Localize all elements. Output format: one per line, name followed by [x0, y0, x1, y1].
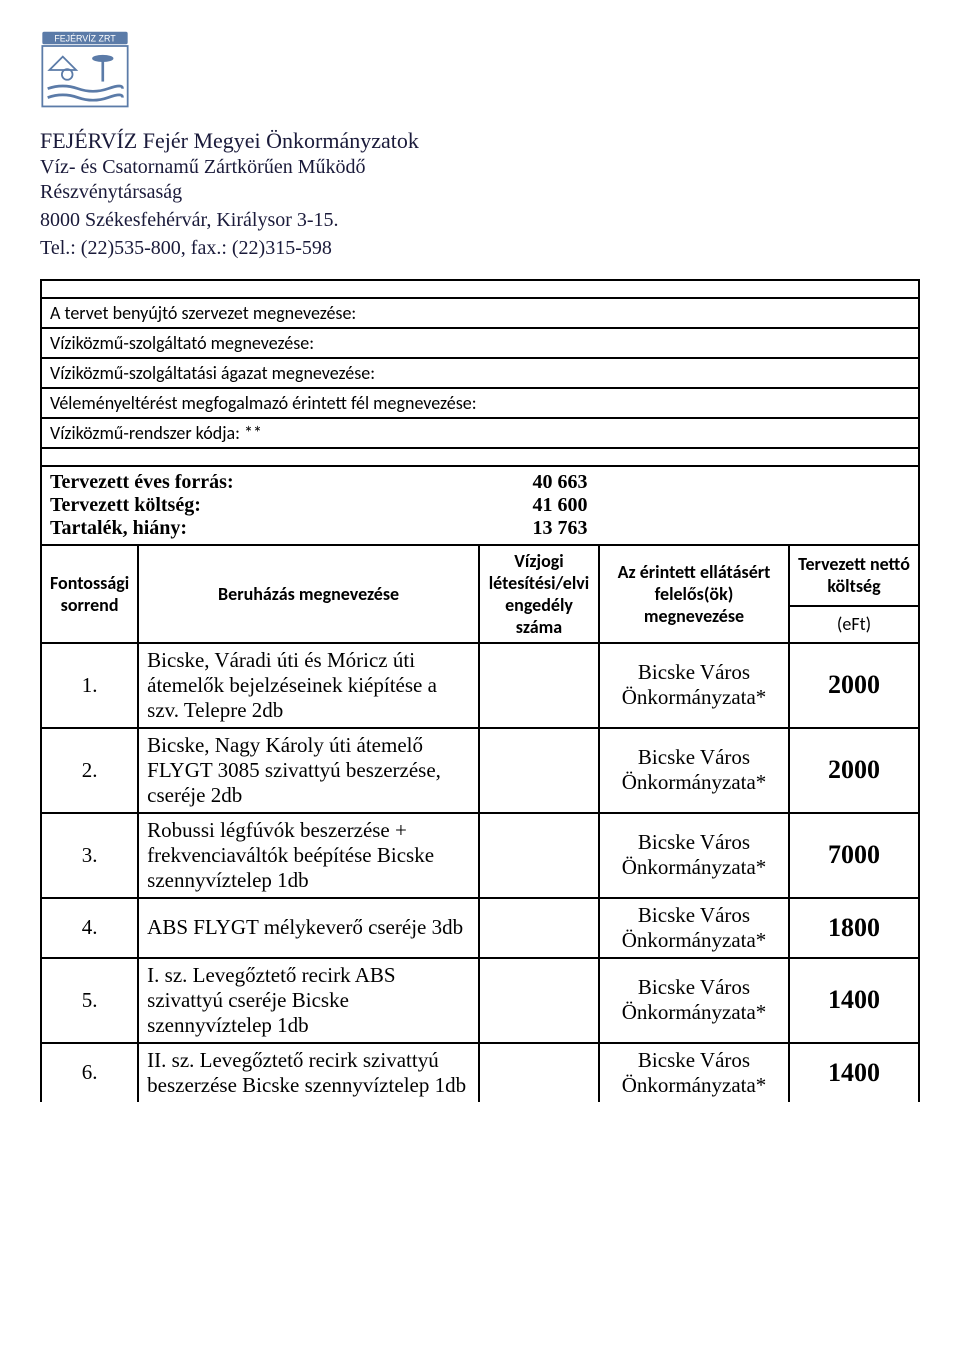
row-cost: 2000 — [789, 728, 919, 813]
meta-provider: Víziközmű-szolgáltató megnevezése: — [41, 328, 919, 358]
letterhead: FEJÉRVÍZ ZRT FEJÉRVÍZ Fejér Megyei Önkor… — [40, 30, 920, 261]
col-header-cost: Tervezett nettó költség — [789, 545, 919, 607]
summary-reserve-value: 13 763 — [470, 517, 650, 540]
company-name-line3: Részvénytársaság — [40, 180, 920, 205]
row-cost: 1400 — [789, 1043, 919, 1102]
row-description: Bicske, Nagy Károly úti átemelő FLYGT 30… — [138, 728, 479, 813]
row-description: II. sz. Levegőztető recirk szivattyú bes… — [138, 1043, 479, 1102]
summary-block: Tervezett éves forrás: 40 663 Tervezett … — [41, 466, 919, 545]
row-number: 4. — [41, 898, 138, 958]
company-name-line1: FEJÉRVÍZ Fejér Megyei Önkormányzatok — [40, 127, 920, 155]
company-contact: Tel.: (22)535-800, fax.: (22)315-598 — [40, 235, 920, 261]
row-permit — [479, 958, 599, 1043]
row-permit — [479, 813, 599, 898]
col-header-responsible: Az érintett ellátásért felelős(ök) megne… — [599, 545, 789, 643]
row-responsible: Bicske Város Önkormányzata* — [599, 1043, 789, 1102]
table-row: 1.Bicske, Váradi úti és Móricz úti áteme… — [41, 643, 919, 728]
col-header-permit: Vízjogi létesítési/elvi engedély száma — [479, 545, 599, 643]
row-cost: 2000 — [789, 643, 919, 728]
row-description: Bicske, Váradi úti és Móricz úti átemelő… — [138, 643, 479, 728]
row-cost: 1800 — [789, 898, 919, 958]
main-table: A tervet benyújtó szervezet megnevezése:… — [40, 279, 920, 1102]
summary-reserve-label: Tartalék, hiány: — [50, 517, 470, 540]
meta-submitter: A tervet benyújtó szervezet megnevezése: — [41, 298, 919, 328]
row-permit — [479, 728, 599, 813]
row-responsible: Bicske Város Önkormányzata* — [599, 813, 789, 898]
summary-source-value: 40 663 — [470, 471, 650, 494]
row-responsible: Bicske Város Önkormányzata* — [599, 958, 789, 1043]
row-responsible: Bicske Város Önkormányzata* — [599, 643, 789, 728]
row-permit — [479, 1043, 599, 1102]
summary-cost-value: 41 600 — [470, 494, 650, 517]
row-number: 5. — [41, 958, 138, 1043]
row-description: ABS FLYGT mélykeverő cseréje 3db — [138, 898, 479, 958]
row-number: 6. — [41, 1043, 138, 1102]
meta-dissent: Véleményeltérést megfogalmazó érintett f… — [41, 388, 919, 418]
row-description: Robussi légfúvók beszerzése + frekvencia… — [138, 813, 479, 898]
table-row: 5.I. sz. Levegőztető recirk ABS szivatty… — [41, 958, 919, 1043]
table-row: 2.Bicske, Nagy Károly úti átemelő FLYGT … — [41, 728, 919, 813]
col-header-priority: Fontossági sorrend — [41, 545, 138, 643]
col-header-investment: Beruházás megnevezése — [138, 545, 479, 643]
table-row: 4.ABS FLYGT mélykeverő cseréje 3db Bicske… — [41, 898, 919, 958]
table-row: 3.Robussi légfúvók beszerzése + frekvenc… — [41, 813, 919, 898]
row-number: 1. — [41, 643, 138, 728]
spacer — [41, 280, 919, 298]
row-number: 3. — [41, 813, 138, 898]
row-responsible: Bicske Város Önkormányzata* — [599, 898, 789, 958]
row-cost: 7000 — [789, 813, 919, 898]
meta-sector: Víziközmű-szolgáltatási ágazat megnevezé… — [41, 358, 919, 388]
company-address: 8000 Székesfehérvár, Királysor 3-15. — [40, 207, 920, 233]
logo-text: FEJÉRVÍZ ZRT — [54, 34, 116, 44]
summary-cost-label: Tervezett költség: — [50, 494, 470, 517]
meta-system-code: Víziközmű-rendszer kódja: ** — [41, 418, 919, 448]
row-cost: 1400 — [789, 958, 919, 1043]
row-permit — [479, 643, 599, 728]
row-number: 2. — [41, 728, 138, 813]
row-responsible: Bicske Város Önkormányzata* — [599, 728, 789, 813]
col-header-cost-unit: (eFt) — [789, 606, 919, 642]
table-row: 6.II. sz. Levegőztető recirk szivattyú b… — [41, 1043, 919, 1102]
spacer — [41, 448, 919, 466]
company-name-line2: Víz- és Csatornamű Zártkörűen Működő — [40, 155, 920, 180]
row-permit — [479, 898, 599, 958]
row-description: I. sz. Levegőztető recirk ABS szivattyú … — [138, 958, 479, 1043]
summary-source-label: Tervezett éves forrás: — [50, 471, 470, 494]
company-logo-icon: FEJÉRVÍZ ZRT — [40, 30, 130, 110]
